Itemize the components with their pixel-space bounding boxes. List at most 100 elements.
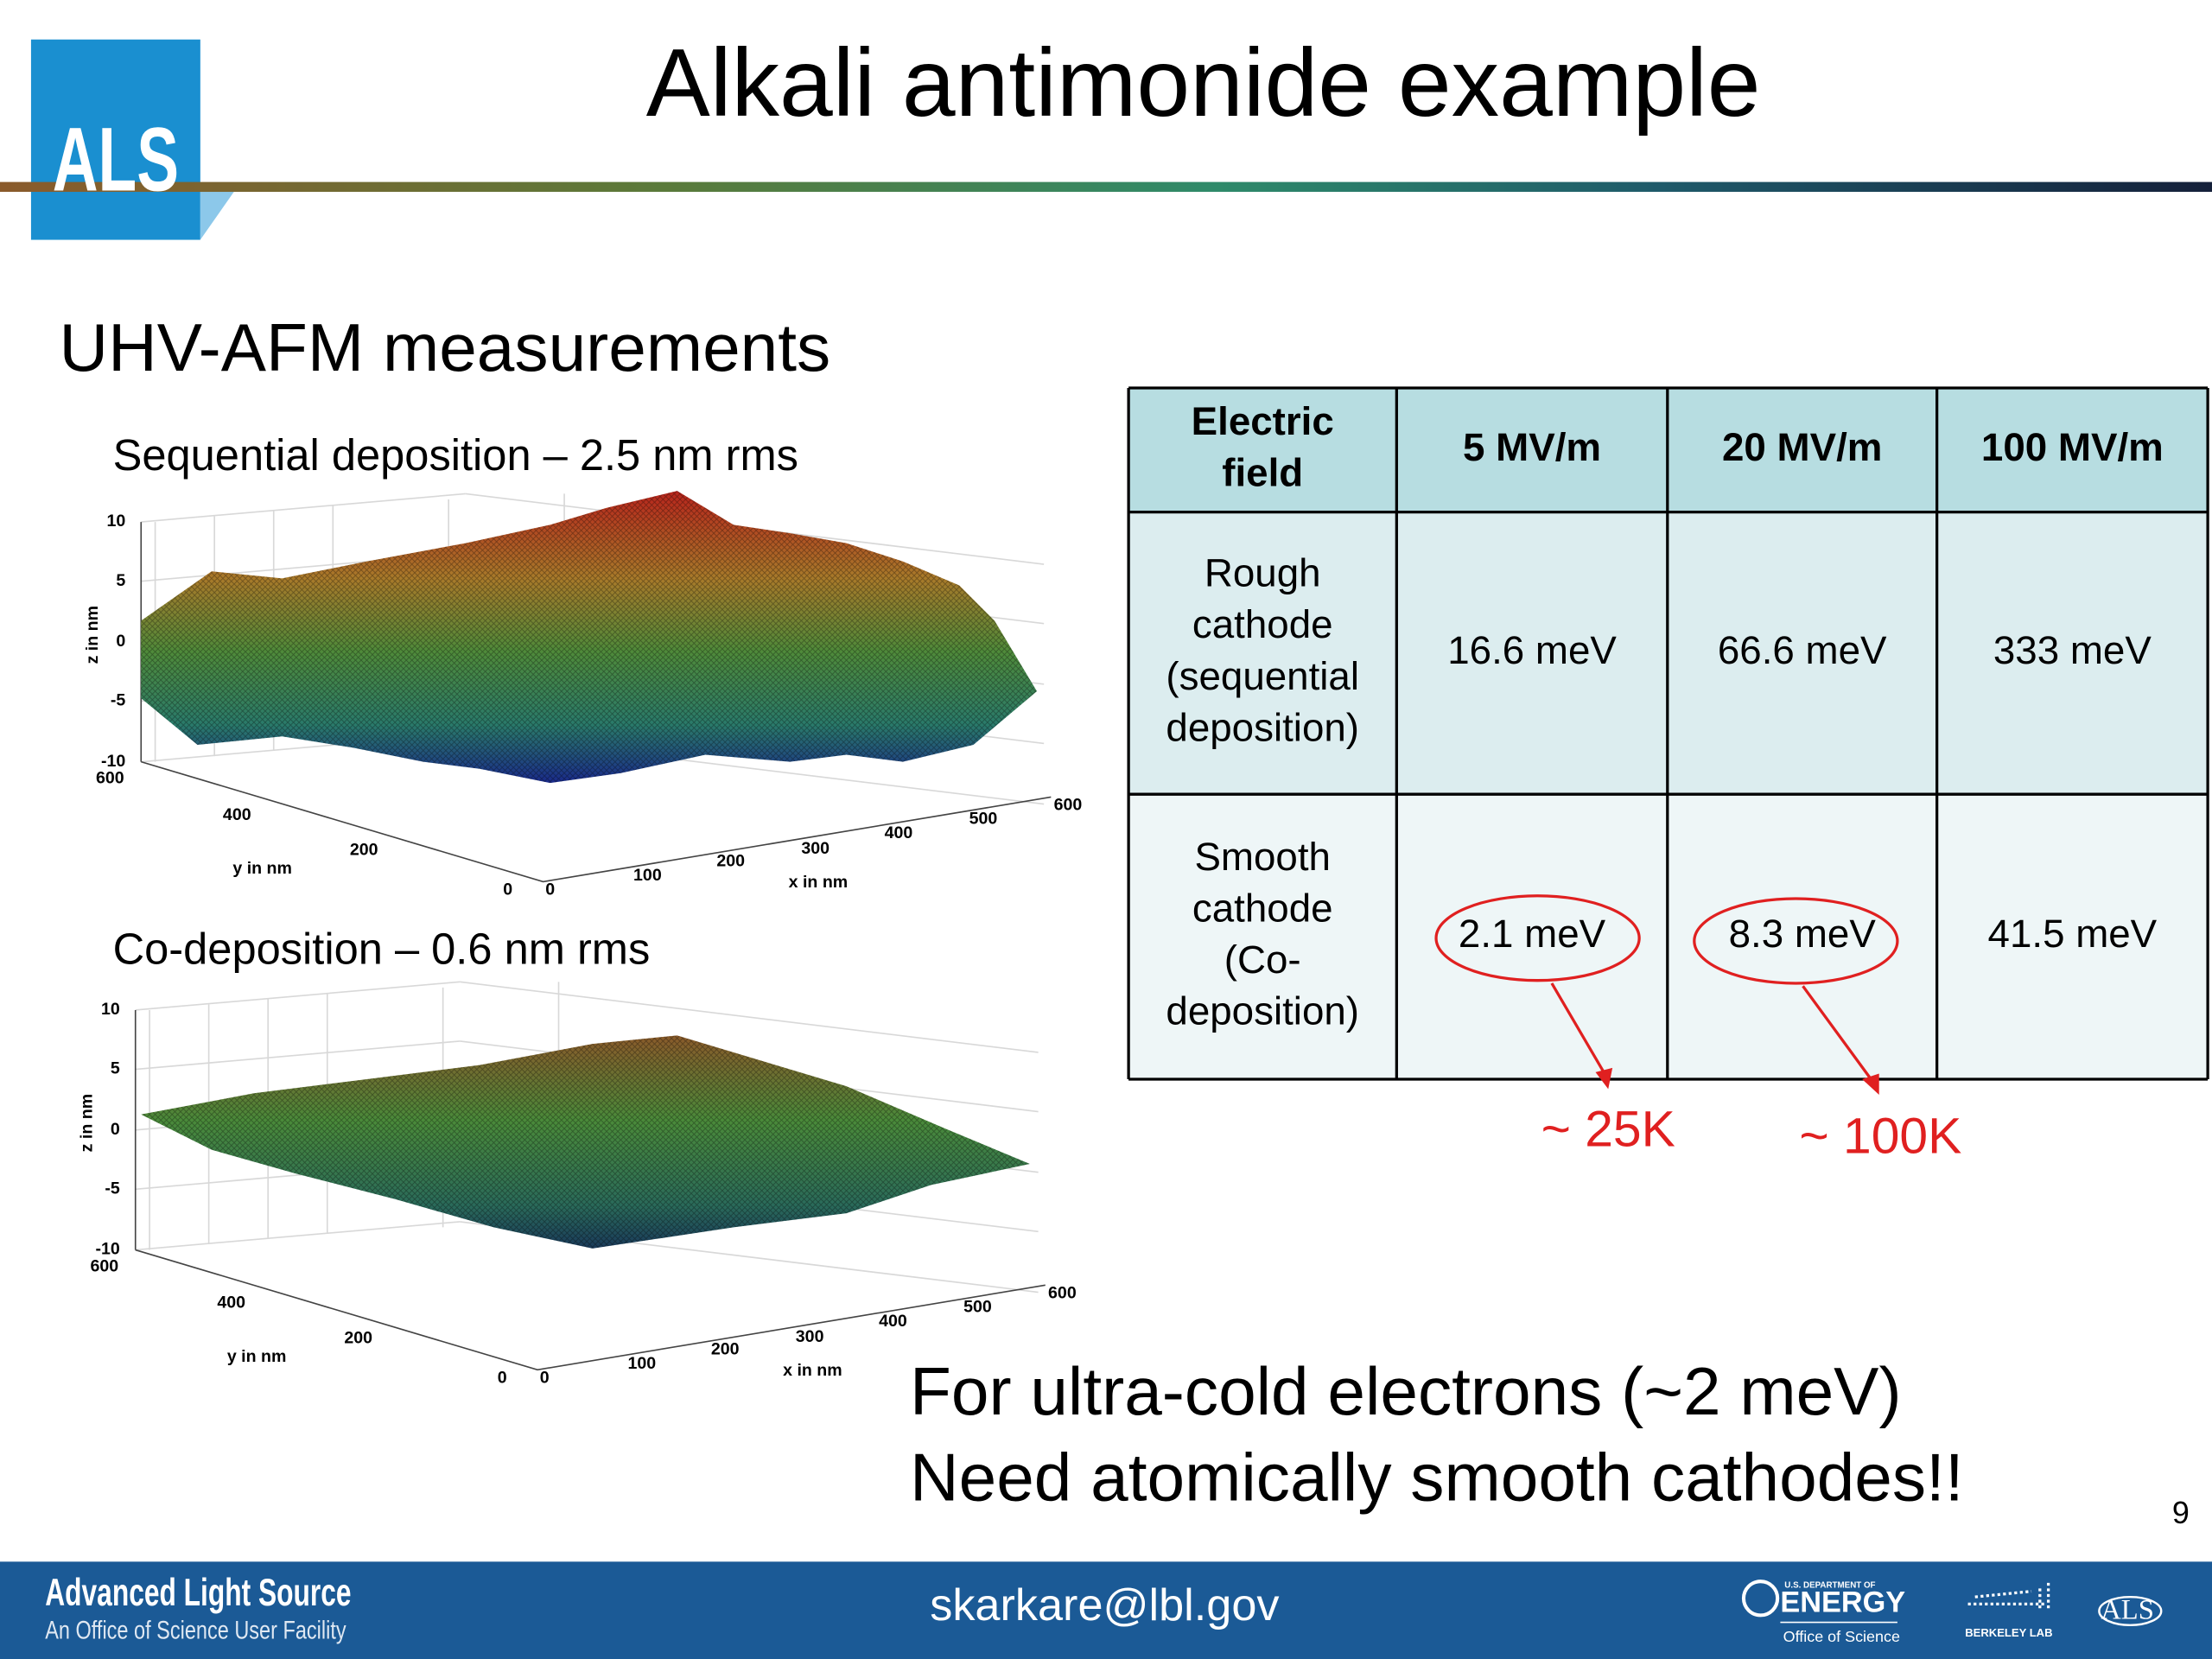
z-tick-label: 0 (111, 1120, 120, 1139)
footer-logo-text: BERKELEY LAB (1965, 1626, 2052, 1639)
table-cell-text: deposition) (1166, 705, 1359, 749)
x-tick-label: 600 (1054, 795, 1083, 814)
logo-text: ALS (53, 109, 179, 210)
page-number: 9 (2172, 1495, 2190, 1530)
z-tick-label: -5 (105, 1179, 120, 1198)
annotation: ~ 100K (1799, 1109, 1961, 1165)
table-cell-text: 2.1 meV (1459, 912, 1606, 956)
footer-logo-text: Office of Science (1783, 1628, 1900, 1645)
x-tick-label: 500 (969, 810, 998, 829)
table-header-text: 100 MV/m (1981, 425, 2164, 469)
x-tick-label: 0 (545, 880, 555, 899)
table-cell-text: 66.6 meV (1718, 628, 1887, 672)
arrow-line (1550, 982, 1607, 1076)
table-cell-text: (sequential (1166, 654, 1359, 698)
y-tick-label: 400 (217, 1294, 245, 1313)
box-grid-line (460, 981, 1039, 1053)
table-cell-text: deposition) (1166, 989, 1359, 1033)
x-tick-label: 400 (885, 823, 913, 842)
y-tick-label: 600 (96, 768, 124, 787)
x-axis-label: x in nm (783, 1361, 842, 1380)
table-cell-text: 16.6 meV (1447, 628, 1617, 672)
x-tick-label: 400 (879, 1312, 907, 1331)
surface-plot: Sequential deposition – 2.5 nm rms 10 5 0 -5… (83, 430, 1082, 899)
footer-org: Advanced Light Source (45, 1572, 351, 1614)
als-orbit (2098, 1595, 2163, 1627)
arrow-head (1862, 1073, 1879, 1095)
table-cell-text: 41.5 meV (1988, 912, 2158, 956)
y-tick-label: 600 (90, 1256, 118, 1275)
slide-title: Alkali antimonide example (646, 29, 1761, 137)
x-tick-label: 200 (711, 1340, 740, 1359)
table-cell-text: Smooth (1194, 835, 1331, 879)
annotations: ~ 25K ~ 100K (1434, 894, 1961, 1165)
footer-org-subtitle: An Office of Science User Facility (45, 1616, 346, 1644)
table-cell-text: 333 meV (1993, 628, 2152, 672)
box-grid-line (135, 981, 461, 1011)
table-header-text: 20 MV/m (1722, 425, 1882, 469)
conclusion: Need atomically smooth cathodes!! (910, 1440, 1964, 1516)
y-tick-label: 200 (344, 1329, 372, 1348)
table-cell-text: (Co- (1224, 938, 1301, 982)
highlight-circle (1693, 897, 1899, 985)
x-tick-label: 100 (633, 866, 662, 885)
plot-caption: Co-deposition – 0.6 nm rms (113, 924, 651, 973)
y-tick-label: 0 (498, 1368, 507, 1387)
energy-seal (1741, 1580, 1780, 1618)
table-cell-text: Rough (1205, 551, 1321, 595)
table-header-text: field (1222, 451, 1303, 495)
z-axis-label: z in nm (77, 1094, 96, 1152)
arrow-head (1595, 1067, 1613, 1090)
table-header-text: 5 MV/m (1463, 425, 1601, 469)
box-grid-line (135, 1221, 461, 1251)
z-tick-label: 5 (111, 1059, 120, 1078)
z-tick-label: 0 (116, 632, 125, 651)
z-tick-label: -10 (95, 1240, 119, 1259)
z-tick-label: -10 (101, 752, 125, 771)
table-header-text: Electric (1192, 399, 1334, 443)
box-grid-line (141, 493, 466, 523)
berkeley-mark (1967, 1580, 2050, 1609)
footer-logo-text: ALS (2101, 1595, 2154, 1626)
z-axis-label: z in nm (83, 606, 102, 664)
y-tick-label: 200 (350, 841, 378, 860)
y-axis-label: y in nm (227, 1347, 287, 1366)
conclusion: For ultra-cold electrons (~2 meV) (910, 1353, 1902, 1429)
plot-caption: Sequential deposition – 2.5 nm rms (113, 430, 798, 480)
plots: Sequential deposition – 2.5 nm rms 10 5 0 -5… (77, 430, 1082, 1387)
x-axis-label: x in nm (789, 873, 849, 892)
x-tick-label: 200 (716, 852, 745, 871)
x-tick-label: 600 (1048, 1283, 1077, 1302)
z-tick-label: 5 (116, 571, 125, 590)
table: Electric field 5 MV/m 20 MV/m 100 MV/m Rough c… (1127, 386, 2209, 1081)
axis-line (135, 1249, 1046, 1371)
annotation: ~ 25K (1541, 1102, 1675, 1158)
section-title: UHV-AFM measurements (60, 309, 831, 385)
y-axis-label: y in nm (232, 859, 292, 878)
surface-mesh (141, 1035, 1030, 1249)
footer-email: skarkare@lbl.gov (930, 1580, 1279, 1630)
x-tick-label: 500 (963, 1298, 992, 1317)
table-cell-text: 8.3 meV (1729, 912, 1877, 956)
z-tick-label: 10 (107, 512, 126, 531)
y-tick-label: 400 (223, 805, 251, 824)
x-tick-label: 0 (540, 1368, 550, 1387)
table-cell-text: cathode (1192, 886, 1333, 930)
logo-accent (200, 183, 240, 240)
arrow-line (1802, 985, 1873, 1082)
footer-logo-text: U.S. DEPARTMENT OF (1784, 1581, 1875, 1591)
z-tick-label: -5 (111, 691, 126, 710)
highlight-circle (1434, 894, 1641, 982)
surface-mesh (141, 491, 1038, 784)
footer-bar (0, 1561, 2212, 1659)
x-tick-label: 300 (796, 1327, 824, 1346)
header-rule (0, 181, 2212, 193)
axis-line (141, 760, 1052, 883)
x-tick-label: 100 (628, 1354, 657, 1373)
logo-box (30, 39, 200, 240)
box-grid-line (135, 1040, 461, 1071)
surface-plot: Co-deposition – 0.6 nm rms1050-5-1060040… (77, 924, 1076, 1387)
x-tick-label: 300 (801, 839, 830, 858)
